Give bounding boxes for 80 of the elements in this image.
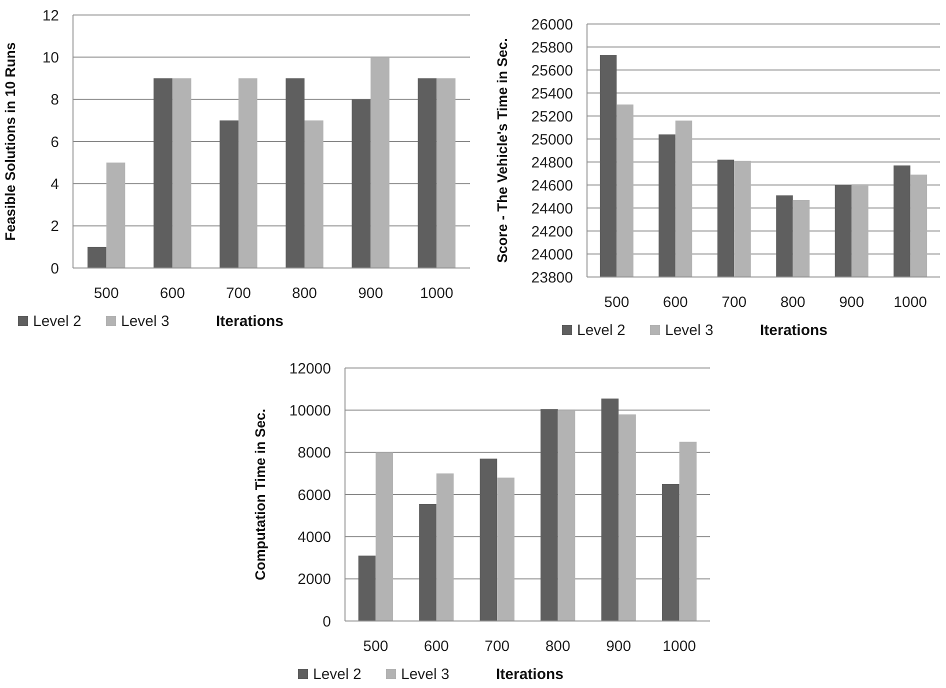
x-tick-label: 800 [545, 638, 570, 655]
bar [286, 78, 305, 268]
y-axis-title: Computation Time in Sec. [252, 408, 268, 580]
y-tick-label: 10000 [289, 402, 331, 420]
y-tick-label: 2 [50, 218, 59, 236]
y-tick-label: 6000 [298, 486, 331, 504]
y-tick-label: 25800 [531, 39, 573, 56]
bar [220, 120, 238, 268]
y-tick-label: 12 [42, 7, 59, 24]
bar [419, 504, 436, 621]
bar [601, 398, 619, 621]
y-tick-label: 25200 [531, 108, 573, 126]
y-axis-title: Feasible Solutions in 10 Runs [2, 42, 18, 241]
y-tick-label: 23800 [531, 269, 573, 286]
x-axis-title: Iterations [760, 322, 828, 339]
x-tick-label: 500 [94, 285, 119, 302]
x-tick-label: 1000 [894, 294, 928, 311]
bar [352, 99, 371, 268]
bar [376, 452, 393, 621]
x-tick-label: 700 [484, 638, 510, 655]
y-tick-label: 25000 [531, 131, 573, 148]
y-tick-label: 24800 [531, 154, 573, 172]
y-tick-label: 24000 [531, 246, 573, 264]
x-tick-label: 700 [226, 285, 251, 302]
y-tick-label: 4000 [298, 528, 331, 546]
bar [618, 414, 636, 621]
legend-label: Level 3 [401, 666, 450, 683]
bar [436, 473, 454, 621]
y-tick-label: 2000 [298, 571, 331, 588]
x-tick-label: 900 [606, 638, 632, 655]
y-tick-label: 12000 [289, 360, 331, 378]
x-tick-label: 800 [292, 285, 318, 302]
y-tick-label: 4 [50, 176, 59, 193]
y-tick-label: 10 [42, 49, 59, 66]
x-tick-label: 800 [780, 294, 806, 311]
x-tick-label: 1000 [420, 285, 454, 302]
bar [662, 484, 680, 621]
x-tick-label: 600 [424, 638, 449, 655]
y-tick-label: 8 [50, 92, 59, 109]
bar [172, 78, 192, 268]
y-tick-label: 24400 [531, 200, 573, 218]
legend-label: Level 2 [577, 322, 626, 339]
legend-label: Level 3 [665, 322, 714, 339]
x-tick-label: 600 [160, 285, 185, 302]
y-tick-label: 24600 [531, 177, 573, 194]
y-tick-label: 24200 [531, 223, 573, 240]
y-tick-label: 0 [50, 260, 59, 278]
x-tick-label: 900 [839, 294, 864, 311]
x-tick-label: 1000 [662, 638, 696, 655]
bar [370, 57, 390, 268]
x-tick-label: 500 [363, 638, 388, 655]
legend-label: Level 3 [121, 313, 170, 330]
y-tick-label: 25600 [531, 62, 573, 80]
bar [497, 478, 514, 621]
x-axis-title: Iterations [496, 666, 564, 683]
bar [238, 78, 258, 268]
bar [418, 78, 437, 268]
bar [106, 162, 126, 268]
x-tick-label: 600 [662, 294, 688, 311]
y-tick-label: 8000 [298, 444, 331, 462]
y-tick-label: 0 [322, 613, 331, 630]
y-axis-title: Score - The Vehicle's Time in Sec. [494, 38, 510, 263]
bar [679, 442, 697, 621]
y-tick-label: 25400 [531, 85, 573, 102]
bar [480, 458, 498, 621]
y-tick-label: 6 [50, 134, 59, 151]
bar [358, 556, 376, 621]
x-tick-label: 500 [604, 294, 630, 311]
legend-label: Level 2 [33, 313, 82, 330]
bar [558, 410, 576, 621]
bar [88, 246, 106, 268]
bar [540, 409, 558, 621]
x-tick-label: 700 [722, 294, 747, 311]
y-tick-label: 26000 [531, 16, 573, 34]
bar [436, 78, 456, 268]
legend-label: Level 2 [313, 666, 362, 683]
x-tick-label: 900 [358, 285, 384, 302]
bar [154, 78, 172, 268]
x-axis-title: Iterations [216, 313, 284, 330]
bar [304, 120, 324, 268]
